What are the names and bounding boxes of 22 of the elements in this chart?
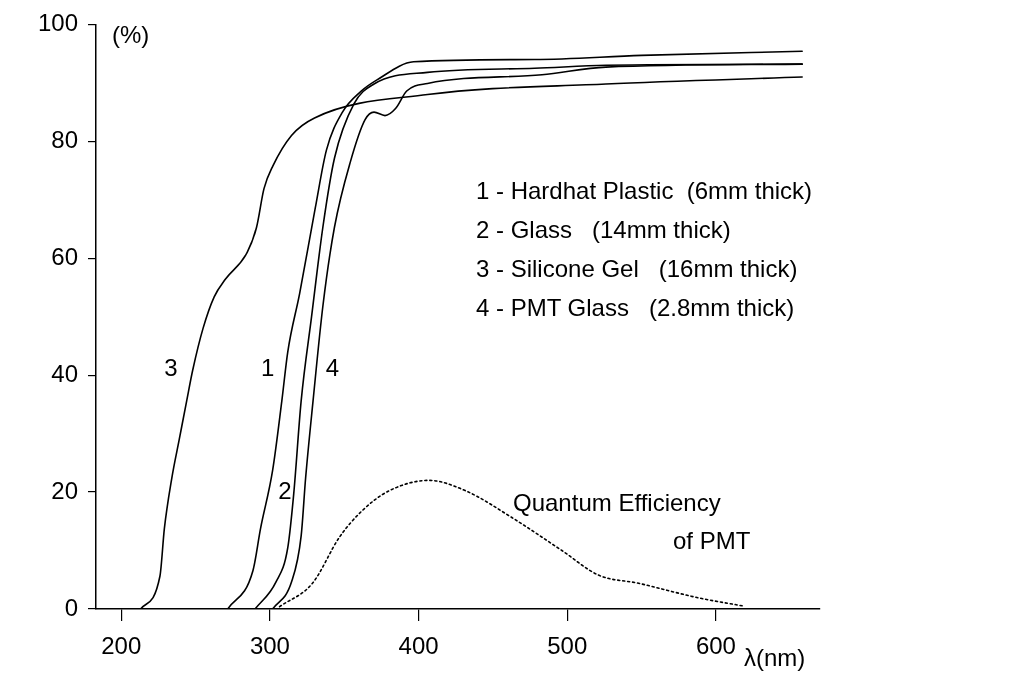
y-tick-label: 80 bbox=[51, 125, 78, 153]
annotation: Quantum Efficiency of PMT bbox=[513, 489, 751, 555]
series-label: 1 bbox=[260, 353, 275, 381]
x-axis-title: λ(nm) bbox=[744, 643, 806, 671]
y-tick-label: 40 bbox=[51, 359, 78, 387]
x-tick-label: 600 bbox=[695, 632, 736, 660]
x-tick-label: 300 bbox=[249, 632, 290, 660]
annotation: 3 - Silicone Gel (16mm thick) bbox=[476, 255, 798, 283]
series-label: 4 bbox=[325, 353, 340, 381]
y-tick-label: 60 bbox=[51, 242, 78, 270]
x-tick-label: 200 bbox=[101, 632, 142, 660]
x-tick-label: 500 bbox=[547, 632, 588, 660]
y-tick-label: 20 bbox=[51, 476, 78, 504]
series-label: 3 bbox=[164, 353, 178, 381]
y-axis-title: (%) bbox=[112, 21, 150, 49]
annotation: 1 - Hardhat Plastic (6mm thick) bbox=[476, 177, 813, 205]
y-tick-label: 0 bbox=[64, 593, 78, 621]
y-tick-label: 100 bbox=[37, 9, 78, 37]
x-tick-label: 400 bbox=[398, 632, 439, 660]
annotation: 4 - PMT Glass (2.8mm thick) bbox=[476, 294, 795, 322]
series-label: 2 bbox=[278, 476, 292, 504]
annotation: 2 - Glass (14mm thick) bbox=[476, 216, 731, 244]
